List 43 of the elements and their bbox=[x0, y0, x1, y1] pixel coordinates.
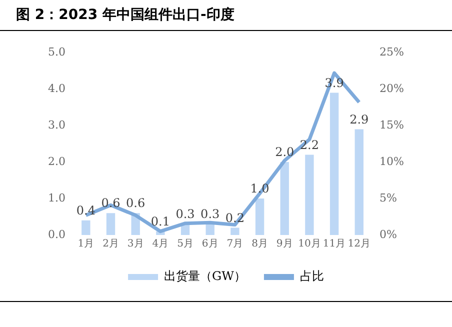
x-tick-label: 6月 bbox=[202, 238, 218, 250]
data-label: 2.9 bbox=[350, 112, 369, 126]
x-tick-label: 5月 bbox=[177, 238, 194, 250]
x-tick-label: 7月 bbox=[226, 238, 244, 250]
y2-tick-label: 20% bbox=[380, 82, 404, 95]
data-label: 0.6 bbox=[126, 196, 146, 210]
y2-tick-label: 10% bbox=[380, 154, 404, 168]
bar bbox=[330, 92, 339, 235]
y-tick-label: 3.0 bbox=[48, 118, 66, 132]
y2-tick-label: 15% bbox=[380, 118, 404, 132]
legend-label: 出货量（GW） bbox=[164, 269, 246, 284]
y2-tick-label: 0% bbox=[380, 228, 398, 241]
y-tick-label: 2.0 bbox=[48, 154, 66, 168]
chart-title: 图 2：2023 年中国组件出口-印度 bbox=[16, 6, 234, 24]
x-tick-label: 2月 bbox=[102, 238, 119, 250]
bar bbox=[255, 198, 264, 235]
y-tick-label: 1.0 bbox=[48, 191, 66, 204]
x-tick-label: 11月 bbox=[322, 238, 346, 250]
bar bbox=[206, 224, 214, 235]
data-label: 0.3 bbox=[200, 207, 220, 222]
y-tick-label: 4.0 bbox=[48, 82, 66, 95]
bar bbox=[305, 154, 314, 235]
x-tick-label: 3月 bbox=[127, 238, 144, 250]
bar bbox=[82, 220, 90, 235]
data-label: 0.3 bbox=[176, 207, 195, 222]
bar bbox=[230, 228, 240, 235]
x-tick-label: 1月 bbox=[78, 238, 94, 250]
data-label: 0.4 bbox=[76, 204, 96, 218]
y2-tick-label: 25% bbox=[380, 45, 404, 58]
x-tick-label: 8月 bbox=[252, 238, 268, 250]
legend-label: 占比 bbox=[300, 269, 324, 284]
data-label: 2.0 bbox=[275, 145, 294, 160]
y2-tick-label: 5% bbox=[380, 191, 398, 204]
bar bbox=[280, 162, 289, 235]
y-tick-label: 0.0 bbox=[48, 228, 66, 241]
bar bbox=[106, 213, 116, 235]
x-tick-label: 4月 bbox=[152, 238, 169, 250]
bar bbox=[354, 129, 364, 235]
y-tick-label: 5.0 bbox=[48, 45, 66, 58]
x-tick-label: 10月 bbox=[298, 238, 321, 250]
x-tick-label: 12月 bbox=[348, 238, 370, 250]
data-label: 0.1 bbox=[150, 214, 170, 228]
x-tick-label: 9月 bbox=[276, 238, 293, 250]
